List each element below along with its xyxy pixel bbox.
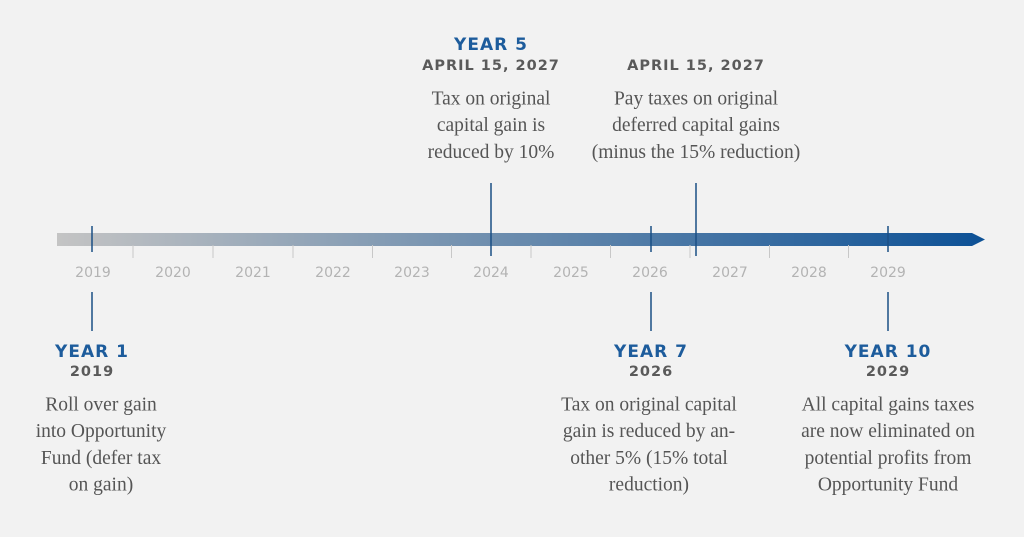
event-text: other 5% (15% total xyxy=(570,448,728,469)
year-label: 2025 xyxy=(553,265,589,281)
event-text: Roll over gain xyxy=(45,394,157,415)
event-text: (minus the 15% reduction) xyxy=(592,142,801,163)
year-label: 2027 xyxy=(712,265,748,281)
year-label: 2024 xyxy=(473,265,509,281)
event-text: potential profits from xyxy=(805,448,972,469)
event-text: gain is reduced by an- xyxy=(563,421,735,442)
year-label: 2021 xyxy=(235,265,271,281)
event-date: APRIL 15, 2027 xyxy=(422,58,560,74)
event-title: YEAR 5 xyxy=(453,35,528,55)
event-text: Tax on original capital xyxy=(561,394,737,415)
event-text: Tax on original xyxy=(432,88,551,109)
event-text: capital gain is xyxy=(437,115,545,136)
year-label: 2023 xyxy=(394,265,430,281)
event-date: 2019 xyxy=(70,364,114,380)
event-title: YEAR 10 xyxy=(844,342,932,362)
event-text: reduction) xyxy=(609,475,689,496)
event-date: 2026 xyxy=(629,364,673,380)
event-text: All capital gains taxes xyxy=(802,394,975,415)
year-label: 2026 xyxy=(632,265,668,281)
year-label: 2020 xyxy=(155,265,191,281)
event-title: YEAR 7 xyxy=(613,342,688,362)
event-text: Pay taxes on original xyxy=(614,88,779,109)
event-text: reduced by 10% xyxy=(428,142,555,163)
year-label: 2029 xyxy=(870,265,906,281)
event-text: on gain) xyxy=(69,475,133,496)
event-date: 2029 xyxy=(866,364,910,380)
timeline-bar xyxy=(57,233,985,246)
event-text: deferred capital gains xyxy=(612,115,780,136)
event-text: Fund (defer tax xyxy=(41,448,161,469)
event-text: into Opportunity xyxy=(36,421,167,442)
event-title: YEAR 1 xyxy=(54,342,129,362)
event-text: are now eliminated on xyxy=(801,421,975,442)
event-text: Opportunity Fund xyxy=(818,475,959,496)
event-date: APRIL 15, 2027 xyxy=(627,58,765,74)
year-label: 2022 xyxy=(315,265,351,281)
year-label: 2019 xyxy=(75,265,111,281)
year-label: 2028 xyxy=(791,265,827,281)
